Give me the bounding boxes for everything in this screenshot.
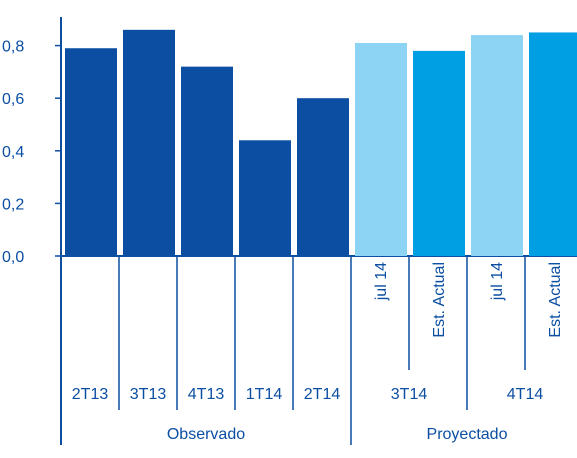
y-tick-label: 0,0: [2, 249, 24, 266]
period-group-label: Proyectado: [427, 426, 508, 443]
bar-1: [123, 29, 175, 256]
quarter-label: 2T13: [72, 386, 109, 403]
bar-2: [181, 66, 233, 256]
bar-3: [239, 140, 291, 256]
bar-4: [297, 98, 349, 256]
bar-0: [65, 48, 117, 257]
y-tick-label: 0,6: [2, 91, 24, 108]
quarter-label: 1T14: [246, 386, 283, 403]
quarter-label: 4T14: [507, 386, 544, 403]
bar-5: [355, 42, 407, 256]
y-tick-label: 0,8: [2, 39, 24, 56]
quarter-label: 3T14: [391, 386, 428, 403]
quarter-label: 4T13: [188, 386, 225, 403]
quarter-label: 3T13: [130, 386, 167, 403]
quarter-label: 2T14: [304, 386, 341, 403]
bar-sub-label: jul 14: [489, 262, 506, 301]
bar-6: [413, 50, 465, 256]
y-tick-label: 0,2: [2, 196, 24, 213]
period-group-label: Observado: [167, 426, 245, 443]
bar-8: [529, 32, 577, 257]
bar-sub-label: Est. Actual: [431, 262, 448, 338]
y-tick-label: 0,4: [2, 144, 24, 161]
bar-sub-label: Est. Actual: [547, 262, 564, 338]
bar-7: [471, 35, 523, 256]
bar-sub-label: jul 14: [373, 262, 390, 301]
